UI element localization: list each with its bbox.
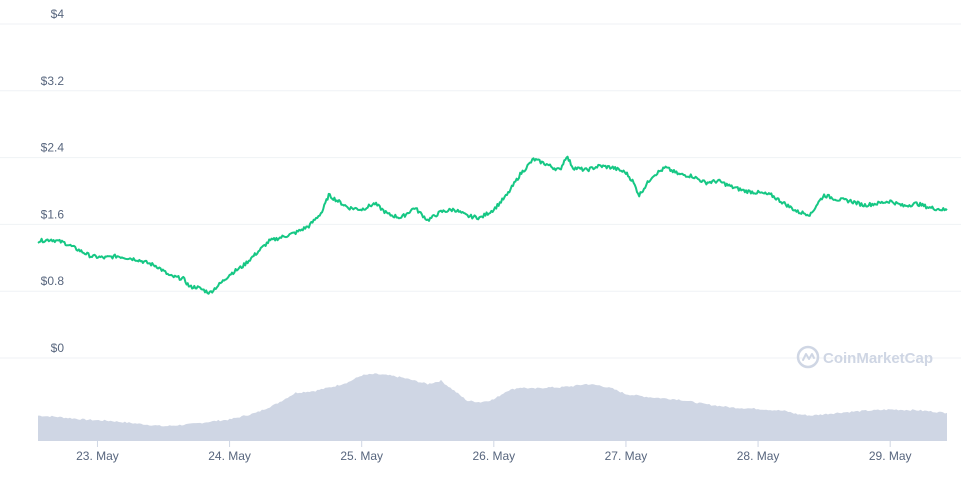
grid-lines (0, 23, 961, 359)
volume-series (38, 373, 947, 441)
price-series (37, 155, 948, 295)
y-tick-label: $2.4 (41, 141, 65, 155)
y-tick-label: $3.2 (41, 74, 65, 88)
y-axis-ticks: $0 $0.8 $1.6 $2.4 $3.2 $4 (41, 7, 65, 355)
x-tick-label: 29. May (869, 449, 912, 463)
x-tick-label: 26. May (472, 449, 515, 463)
x-tick-label: 27. May (605, 449, 648, 463)
coinmarketcap-watermark: CoinMarketCap (796, 345, 933, 369)
x-axis-ticks: 23. May 24. May 25. May 26. May 27. May 28. M… (76, 441, 912, 463)
y-tick-label: $4 (51, 7, 65, 21)
x-tick-label: 28. May (737, 449, 780, 463)
x-tick-label: 25. May (340, 449, 383, 463)
y-tick-label: $0.8 (41, 274, 65, 288)
x-tick-label: 24. May (208, 449, 251, 463)
watermark-text: CoinMarketCap (823, 350, 933, 367)
coinmarketcap-logo-icon (796, 345, 820, 369)
volume-area (38, 373, 947, 441)
price-line (37, 155, 948, 295)
x-tick-label: 23. May (76, 449, 119, 463)
y-tick-label: $0 (51, 341, 65, 355)
y-tick-label: $1.6 (41, 207, 65, 221)
